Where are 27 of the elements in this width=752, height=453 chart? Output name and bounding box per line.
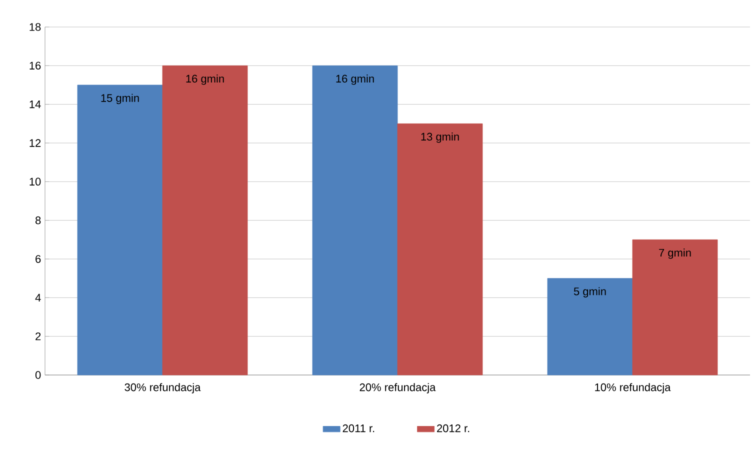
legend-label: 2012 r. [437, 424, 470, 432]
y-tick-label: 4 [35, 294, 41, 302]
y-tick-label: 12 [30, 139, 41, 147]
y-tick-label: 0 [35, 371, 41, 379]
x-tick-label: 20% refundacja [360, 383, 436, 394]
y-tick-label: 10 [30, 178, 41, 186]
bar [632, 239, 718, 376]
x-tick-label: 10% refundacja [595, 383, 671, 394]
bar [77, 84, 163, 376]
bar [397, 123, 483, 376]
y-tick-label: 2 [36, 332, 41, 340]
data-label: 16 gmin [336, 74, 374, 85]
x-tick-label: 30% refundacja [124, 383, 201, 394]
y-tick-label: 6 [36, 255, 41, 263]
data-label: 7 gmin [659, 248, 691, 259]
y-tick-label: 18 [30, 23, 41, 31]
bar [547, 278, 633, 376]
y-tick-label: 16 [30, 62, 41, 70]
data-label: 15 gmin [101, 94, 139, 104]
data-label: 5 gmin [574, 287, 606, 298]
data-label: 13 gmin [421, 132, 459, 143]
data-label: 16 gmin [186, 74, 224, 85]
y-tick-label: 14 [30, 100, 41, 108]
legend-label: 2011 r. [342, 424, 374, 432]
bar [162, 65, 248, 376]
y-tick-label: 8 [36, 216, 41, 224]
bar [312, 65, 398, 376]
